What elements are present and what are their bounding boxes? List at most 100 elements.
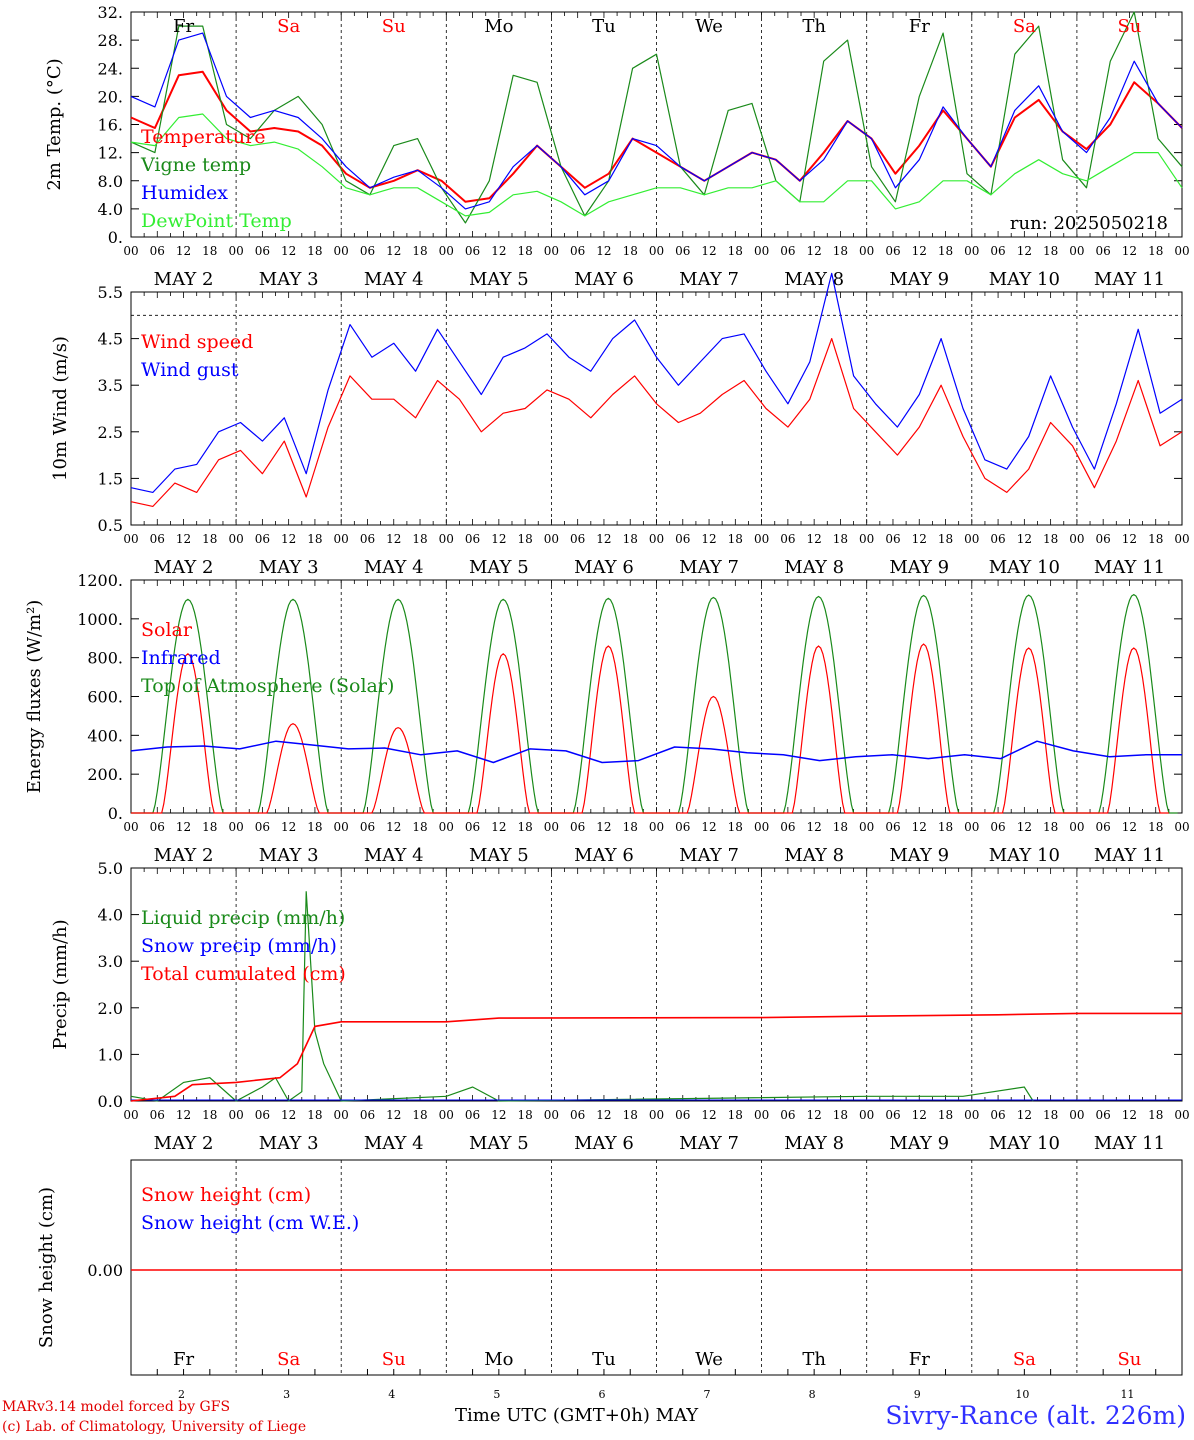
hour-tick-label: 18 xyxy=(833,532,848,546)
hour-tick-label: 12 xyxy=(491,532,506,546)
day-label: Fr xyxy=(909,1349,930,1370)
hour-tick-label: 00 xyxy=(439,532,454,546)
hour-tick-label: 12 xyxy=(701,820,716,834)
date-label: MAY 5 xyxy=(469,269,529,290)
day-number: 10 xyxy=(1015,1388,1029,1401)
hour-tick-label: 18 xyxy=(623,820,638,834)
hour-tick-label: 12 xyxy=(912,1108,927,1122)
hour-tick-label: 18 xyxy=(412,532,427,546)
day-label: Sa xyxy=(277,16,300,37)
hour-tick-label: 18 xyxy=(1043,532,1058,546)
y-tick-label: 1.0 xyxy=(98,1045,123,1064)
series-solar xyxy=(131,643,1169,814)
day-label: Sa xyxy=(277,1349,300,1370)
hour-tick-label: 18 xyxy=(938,532,953,546)
hour-tick-label: 06 xyxy=(360,532,375,546)
date-label: MAY 11 xyxy=(1094,845,1165,866)
date-label: MAY 8 xyxy=(784,845,844,866)
series-wind-speed xyxy=(130,338,1183,507)
y-axis-label: Precip (mm/h) xyxy=(50,919,71,1049)
model-credit: MARv3.14 model forced by GFS xyxy=(2,1399,231,1415)
hour-tick-label: 00 xyxy=(649,820,664,834)
hour-tick-label: 06 xyxy=(675,244,690,258)
hour-tick-label: 18 xyxy=(1043,1108,1058,1122)
series-humidex xyxy=(130,32,1183,210)
hour-tick-label: 12 xyxy=(596,244,611,258)
hour-tick-label: 00 xyxy=(649,532,664,546)
series-wind-gust xyxy=(130,272,1183,493)
hour-tick-label: 00 xyxy=(964,532,979,546)
hour-tick-label: 00 xyxy=(859,820,874,834)
hour-tick-label: 06 xyxy=(1096,1108,1111,1122)
hour-tick-label: 06 xyxy=(360,1108,375,1122)
hour-tick-label: 18 xyxy=(728,1108,743,1122)
legend-entry: Vigne temp xyxy=(140,154,251,176)
day-number: 7 xyxy=(704,1388,711,1401)
hour-tick-label: 00 xyxy=(228,244,243,258)
date-label: MAY 10 xyxy=(989,557,1060,578)
date-label: MAY 2 xyxy=(154,1133,214,1154)
day-label: Th xyxy=(802,16,826,37)
hour-tick-label: 18 xyxy=(623,1108,638,1122)
hour-tick-label: 12 xyxy=(1017,1108,1032,1122)
date-label: MAY 6 xyxy=(574,1133,634,1154)
hour-tick-label: 12 xyxy=(1122,532,1137,546)
hour-tick-label: 00 xyxy=(123,820,138,834)
date-label: MAY 5 xyxy=(469,845,529,866)
hour-tick-label: 00 xyxy=(1174,1108,1189,1122)
date-label: MAY 7 xyxy=(679,1133,739,1154)
hour-tick-label: 00 xyxy=(1069,820,1084,834)
y-tick-label: 4.0 xyxy=(98,200,123,219)
hour-tick-label: 12 xyxy=(596,820,611,834)
y-tick-label: 0. xyxy=(108,804,123,823)
y-tick-label: 0.00 xyxy=(87,1261,123,1280)
hour-tick-label: 12 xyxy=(912,532,927,546)
date-label: MAY 2 xyxy=(154,845,214,866)
hour-tick-label: 00 xyxy=(228,532,243,546)
day-label: Fr xyxy=(173,16,194,37)
hour-tick-label: 00 xyxy=(754,1108,769,1122)
y-tick-label: 1200. xyxy=(77,571,123,590)
hour-tick-label: 00 xyxy=(544,820,559,834)
hour-tick-label: 12 xyxy=(596,532,611,546)
hour-tick-label: 00 xyxy=(334,1108,349,1122)
day-label: Su xyxy=(382,1349,406,1370)
hour-tick-label: 18 xyxy=(307,532,322,546)
date-label: MAY 5 xyxy=(469,557,529,578)
hour-tick-label: 18 xyxy=(517,244,532,258)
date-label: MAY 8 xyxy=(784,557,844,578)
hour-tick-label: 18 xyxy=(623,244,638,258)
legend-entry: Wind speed xyxy=(141,331,253,353)
legend-entry: Snow height (cm) xyxy=(141,1184,311,1206)
hour-tick-label: 00 xyxy=(859,244,874,258)
day-label: Su xyxy=(1117,16,1141,37)
hour-tick-label: 12 xyxy=(701,1108,716,1122)
hour-tick-label: 06 xyxy=(255,244,270,258)
hour-tick-label: 06 xyxy=(255,1108,270,1122)
date-label: MAY 6 xyxy=(574,845,634,866)
hour-tick-label: 00 xyxy=(334,244,349,258)
series-liquid-precip xyxy=(130,891,1034,1102)
y-tick-label: 3.0 xyxy=(98,952,123,971)
hour-tick-label: 06 xyxy=(1096,820,1111,834)
hour-tick-label: 00 xyxy=(1174,532,1189,546)
hour-tick-label: 00 xyxy=(754,244,769,258)
series-vigne-temp xyxy=(130,11,1183,224)
hour-tick-label: 12 xyxy=(1122,1108,1137,1122)
hour-tick-label: 12 xyxy=(386,532,401,546)
y-tick-label: 28. xyxy=(98,31,123,50)
hour-tick-label: 06 xyxy=(990,820,1005,834)
date-label: MAY 9 xyxy=(889,1133,949,1154)
hour-tick-label: 06 xyxy=(780,1108,795,1122)
hour-tick-label: 12 xyxy=(491,820,506,834)
hour-tick-label: 12 xyxy=(807,244,822,258)
hour-tick-label: 06 xyxy=(570,532,585,546)
hour-tick-label: 12 xyxy=(912,244,927,258)
hour-tick-label: 12 xyxy=(386,1108,401,1122)
date-label: MAY 4 xyxy=(364,557,424,578)
hour-tick-label: 12 xyxy=(1122,820,1137,834)
hour-tick-label: 06 xyxy=(360,820,375,834)
date-label: MAY 8 xyxy=(784,1133,844,1154)
hour-tick-label: 12 xyxy=(1017,820,1032,834)
